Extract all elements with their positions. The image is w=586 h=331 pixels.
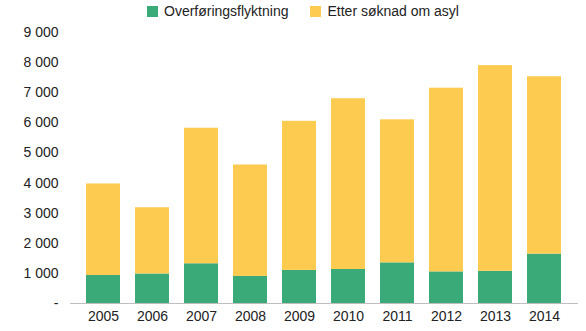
svg-text:9 000: 9 000 bbox=[23, 24, 58, 40]
svg-text:2006: 2006 bbox=[137, 308, 168, 324]
svg-text:2013: 2013 bbox=[480, 308, 511, 324]
svg-text:-: - bbox=[54, 295, 59, 311]
svg-text:5 000: 5 000 bbox=[23, 144, 58, 160]
svg-text:2007: 2007 bbox=[186, 308, 217, 324]
svg-text:2 000: 2 000 bbox=[23, 235, 58, 251]
svg-text:2010: 2010 bbox=[333, 308, 364, 324]
svg-text:2009: 2009 bbox=[284, 308, 315, 324]
html-text:Overføringsflyktning: Overføringsflyktning bbox=[164, 3, 289, 19]
html-text:Etter søknad om asyl: Etter søknad om asyl bbox=[327, 3, 459, 19]
svg-text:2008: 2008 bbox=[235, 308, 266, 324]
svg-text:8 000: 8 000 bbox=[23, 54, 58, 70]
svg-text:2005: 2005 bbox=[88, 308, 119, 324]
svg-text:3 000: 3 000 bbox=[23, 205, 58, 221]
svg-text:2012: 2012 bbox=[431, 308, 462, 324]
svg-text:6 000: 6 000 bbox=[23, 114, 58, 130]
svg-text:7 000: 7 000 bbox=[23, 84, 58, 100]
svg-text:2011: 2011 bbox=[382, 308, 412, 324]
svg-text:2014: 2014 bbox=[529, 308, 560, 324]
svg-text:1 000: 1 000 bbox=[23, 265, 58, 281]
svg-text:4 000: 4 000 bbox=[23, 175, 58, 191]
